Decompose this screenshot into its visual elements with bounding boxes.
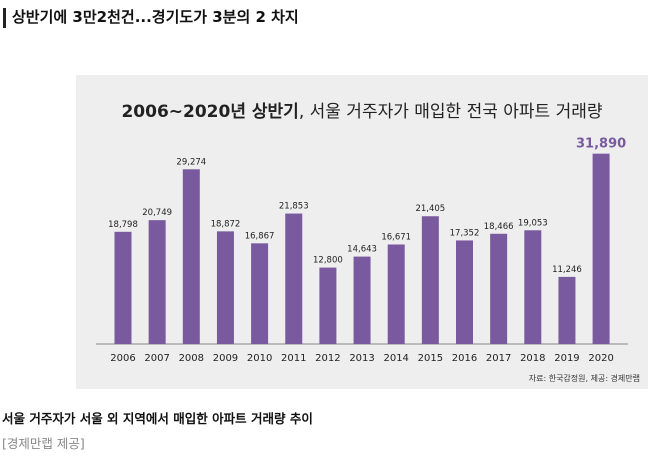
bar-2014 — [387, 244, 405, 344]
x-tick-label-2017: 2017 — [486, 353, 511, 364]
headline-accent-bar — [3, 8, 6, 28]
x-tick-label-2011: 2011 — [281, 353, 306, 364]
bar-2019 — [558, 276, 576, 344]
chart-figure: 2006~2020년 상반기, 서울 거주자가 매입한 전국 아파트 거래량 1… — [76, 75, 648, 389]
data-label-2020: 31,890 — [576, 137, 626, 152]
x-tick-label-2013: 2013 — [349, 353, 374, 364]
x-tick-label-2014: 2014 — [383, 353, 408, 364]
bar-2015 — [421, 216, 439, 344]
bar-2013 — [353, 256, 371, 344]
data-label-2009: 18,872 — [211, 219, 241, 229]
chart-source: 자료: 한국감정원, 제공: 경제만랩 — [529, 373, 640, 383]
bar-2020 — [592, 153, 610, 344]
bar-2011 — [285, 213, 303, 344]
x-tick-label-2018: 2018 — [520, 353, 545, 364]
data-label-2017: 18,466 — [484, 222, 514, 232]
data-label-2006: 18,798 — [108, 220, 138, 230]
data-label-2012: 12,800 — [313, 256, 343, 266]
data-label-2015: 21,405 — [415, 204, 445, 214]
bar-2010 — [251, 243, 269, 344]
bar-chart: 2006~2020년 상반기, 서울 거주자가 매입한 전국 아파트 거래량 1… — [96, 102, 640, 383]
data-label-2016: 17,352 — [450, 228, 480, 238]
data-label-2011: 21,853 — [279, 202, 309, 212]
x-tick-label-2015: 2015 — [418, 353, 443, 364]
data-label-2019: 11,246 — [552, 265, 582, 275]
chart-title: 2006~2020년 상반기, 서울 거주자가 매입한 전국 아파트 거래량 — [121, 102, 602, 122]
x-tick-label-2007: 2007 — [144, 353, 169, 364]
bar-2018 — [524, 230, 542, 344]
data-label-2014: 16,671 — [381, 232, 411, 242]
data-label-2008: 29,274 — [176, 157, 206, 167]
x-tick-label-2006: 2006 — [110, 353, 135, 364]
x-tick-label-2008: 2008 — [179, 353, 204, 364]
bar-2006 — [114, 231, 132, 344]
image-credit: [경제만랩 제공] — [2, 436, 85, 451]
bar-2008 — [182, 169, 200, 344]
x-tick-label-2009: 2009 — [213, 353, 238, 364]
chart-title-bold: 2006~2020년 상반기 — [121, 102, 298, 122]
x-tick-label-2020: 2020 — [588, 353, 613, 364]
x-tick-label-2010: 2010 — [247, 353, 272, 364]
bar-2009 — [216, 231, 234, 344]
image-caption: 서울 거주자가 서울 외 지역에서 매입한 아파트 거래량 추이 — [2, 411, 313, 426]
data-label-2010: 16,867 — [245, 231, 275, 241]
x-tick-label-2019: 2019 — [554, 353, 579, 364]
data-label-2018: 19,053 — [518, 218, 548, 228]
bar-2012 — [319, 267, 337, 344]
bar-2016 — [456, 240, 473, 344]
data-label-2007: 20,749 — [142, 208, 172, 218]
article-headline: 상반기에 3만2천건...경기도가 3분의 2 차지 — [12, 8, 299, 26]
data-label-2013: 14,643 — [347, 245, 377, 255]
chart-title-rest: , 서울 거주자가 매입한 전국 아파트 거래량 — [299, 102, 603, 122]
x-tick-label-2016: 2016 — [452, 353, 477, 364]
x-tick-label-2012: 2012 — [315, 353, 340, 364]
bar-2017 — [490, 233, 508, 344]
bar-2007 — [148, 220, 166, 344]
